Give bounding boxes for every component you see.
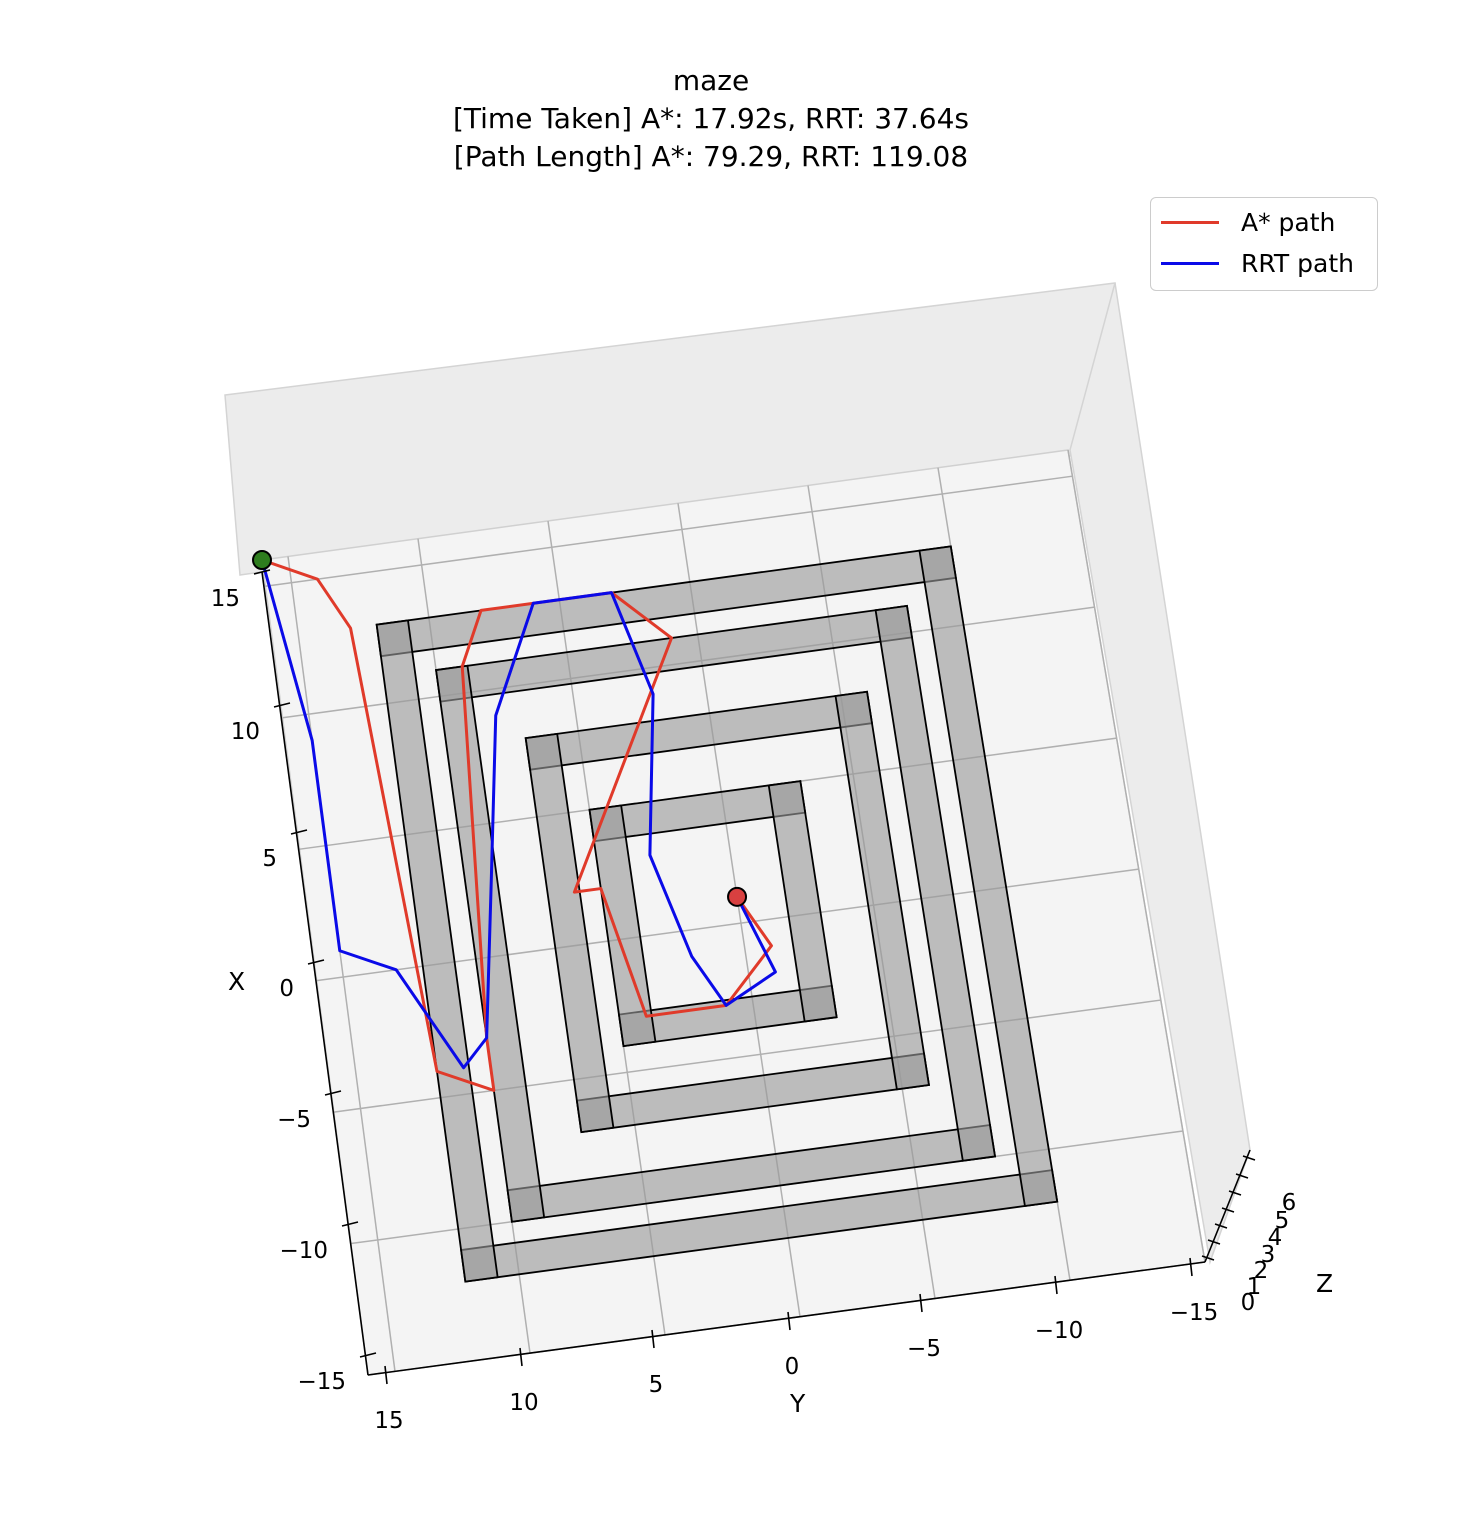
y-tick-label-1: 10 <box>509 1390 538 1416</box>
z-tick-mark-1 <box>1207 1239 1221 1245</box>
z-tick-mark-0 <box>1201 1255 1215 1261</box>
wall-segment-3 <box>918 545 1059 1207</box>
wall-segment-11 <box>834 690 930 1091</box>
z-tick-label-1: 1 <box>1247 1274 1262 1300</box>
legend-swatch-astar <box>1161 220 1219 224</box>
z-axis-label: Z <box>1316 1269 1333 1298</box>
x-tick-label-0: 15 <box>211 586 240 612</box>
x-tick-mark-4 <box>324 1090 342 1096</box>
right-pane <box>1069 282 1251 1265</box>
legend-label-rrt: RRT path <box>1241 248 1354 278</box>
x-tick-label-3: 0 <box>279 976 294 1002</box>
wall-segment-10 <box>524 732 615 1134</box>
x-tick-label-1: 10 <box>231 719 260 745</box>
wall-segment-14 <box>588 804 657 1048</box>
x-tick-mark-0 <box>253 569 271 575</box>
y-tick-label-0: 15 <box>374 1408 403 1434</box>
z-tick-label-4: 4 <box>1268 1225 1283 1251</box>
x-tick-label-4: −5 <box>277 1107 311 1133</box>
y-tick-mark-5 <box>1054 1275 1058 1295</box>
series-line-rrt <box>260 559 777 1070</box>
grid-line-y-6 <box>1067 449 1206 1263</box>
z-tick-label-5: 5 <box>1275 1208 1290 1234</box>
y-tick-label-2: 5 <box>649 1372 664 1398</box>
z-tick-mark-2 <box>1214 1223 1228 1229</box>
maze-walls <box>375 545 1059 1283</box>
x-tick-mark-5 <box>341 1221 359 1227</box>
z-tick-label-6: 6 <box>1282 1190 1297 1216</box>
x-tick-mark-3 <box>307 959 325 965</box>
y-tick-mark-1 <box>519 1347 523 1367</box>
z-tick-label-3: 3 <box>1261 1242 1276 1268</box>
y-axis-line <box>367 1261 1206 1376</box>
z-tick-label-0: 0 <box>1241 1290 1256 1316</box>
y-tick-mark-0 <box>384 1365 388 1385</box>
z-axis-line <box>1204 1149 1251 1263</box>
x-tick-mark-1 <box>273 702 291 708</box>
x-tick-mark-2 <box>290 829 308 835</box>
legend-swatch-rrt <box>1161 261 1219 265</box>
y-tick-mark-4 <box>919 1293 923 1313</box>
chart-title: maze <box>672 64 750 97</box>
legend-label-astar: A* path <box>1241 207 1336 237</box>
legend-item-astar: A* path <box>1161 202 1335 242</box>
wall-segment-15 <box>767 780 838 1023</box>
y-tick-label-4: −5 <box>907 1336 941 1362</box>
y-tick-mark-3 <box>787 1311 791 1331</box>
pane-group <box>224 282 1251 1376</box>
y-tick-label-6: −15 <box>1170 1300 1219 1326</box>
y-tick-mark-6 <box>1189 1257 1193 1277</box>
y-axis-label: Y <box>789 1389 806 1418</box>
goal-marker <box>727 886 748 907</box>
wall-segment-7 <box>874 604 997 1162</box>
path-series <box>260 558 777 1092</box>
z-tick-mark-4 <box>1228 1190 1242 1196</box>
x-tick-label-2: 5 <box>262 846 277 872</box>
legend-item-rrt: RRT path <box>1161 243 1354 283</box>
endpoint-markers <box>252 550 748 907</box>
z-tick-mark-3 <box>1221 1207 1235 1213</box>
x-tick-label-6: −15 <box>297 1369 346 1395</box>
y-tick-mark-2 <box>651 1329 655 1349</box>
y-tick-label-5: −10 <box>1035 1318 1084 1344</box>
legend: A* path RRT path <box>1150 197 1378 291</box>
x-axis-label: X <box>228 967 245 996</box>
z-tick-mark-6 <box>1242 1155 1256 1161</box>
y-tick-label-3: 0 <box>785 1354 800 1380</box>
z-tick-mark-5 <box>1235 1173 1249 1179</box>
grid-line-y-0 <box>287 556 396 1372</box>
x-tick-mark-6 <box>359 1352 377 1358</box>
x-tick-label-5: −10 <box>279 1238 328 1264</box>
grid-line-x-0 <box>265 475 1073 588</box>
chart-subtitle-length: [Path Length] A*: 79.29, RRT: 119.08 <box>453 140 969 173</box>
chart-subtitle-time: [Time Taken] A*: 17.92s, RRT: 37.64s <box>452 102 969 135</box>
start-marker <box>252 550 272 570</box>
z-tick-label-2: 2 <box>1254 1258 1269 1284</box>
